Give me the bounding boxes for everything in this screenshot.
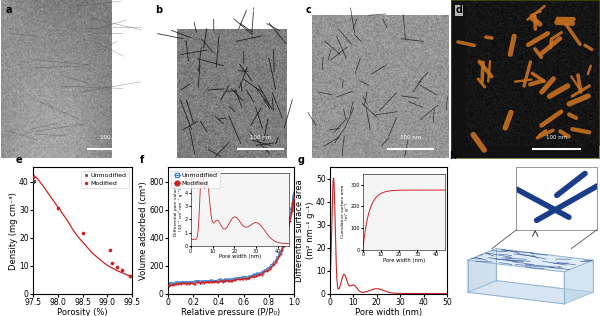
Polygon shape	[467, 249, 593, 272]
Legend: Unmodified, Modified: Unmodified, Modified	[81, 171, 129, 188]
Point	[53, 206, 62, 211]
Point	[107, 260, 117, 265]
Point	[29, 179, 39, 184]
Text: d: d	[455, 5, 463, 15]
Legend: Unmodified, Modified: Unmodified, Modified	[171, 171, 220, 188]
Point	[125, 274, 134, 279]
Text: g: g	[297, 155, 304, 165]
Polygon shape	[564, 260, 593, 304]
Polygon shape	[467, 281, 593, 304]
X-axis label: Pore width (nm): Pore width (nm)	[355, 308, 422, 316]
Point	[105, 248, 115, 253]
X-axis label: Porosity (%): Porosity (%)	[57, 308, 108, 316]
Text: b: b	[155, 5, 163, 15]
Text: 100 nm: 100 nm	[100, 135, 121, 140]
Text: f: f	[140, 155, 145, 165]
Point	[78, 231, 88, 236]
Text: e: e	[15, 155, 22, 165]
Text: SiCellA: SiCellA	[364, 8, 386, 13]
Text: h: h	[449, 151, 456, 161]
Point	[28, 179, 38, 184]
Polygon shape	[467, 249, 496, 292]
Point	[117, 267, 127, 272]
Text: 100 nm: 100 nm	[400, 135, 421, 140]
Text: 100 nm: 100 nm	[546, 135, 568, 140]
Y-axis label: Volume adsorbed (cm³): Volume adsorbed (cm³)	[139, 181, 148, 280]
Text: 100 nm: 100 nm	[250, 135, 271, 140]
Y-axis label: Differential surface area
(m² nm⁻¹ g⁻¹): Differential surface area (m² nm⁻¹ g⁻¹)	[295, 179, 314, 282]
Point	[112, 265, 122, 270]
X-axis label: Relative pressure (P/P₀): Relative pressure (P/P₀)	[181, 308, 281, 316]
Y-axis label: Density (mg cm⁻³): Density (mg cm⁻³)	[8, 192, 17, 270]
Text: c: c	[305, 5, 311, 15]
Text: a: a	[5, 5, 12, 15]
Point	[28, 175, 38, 180]
Text: Unmodified cellulose aerogel: Unmodified cellulose aerogel	[179, 8, 271, 13]
